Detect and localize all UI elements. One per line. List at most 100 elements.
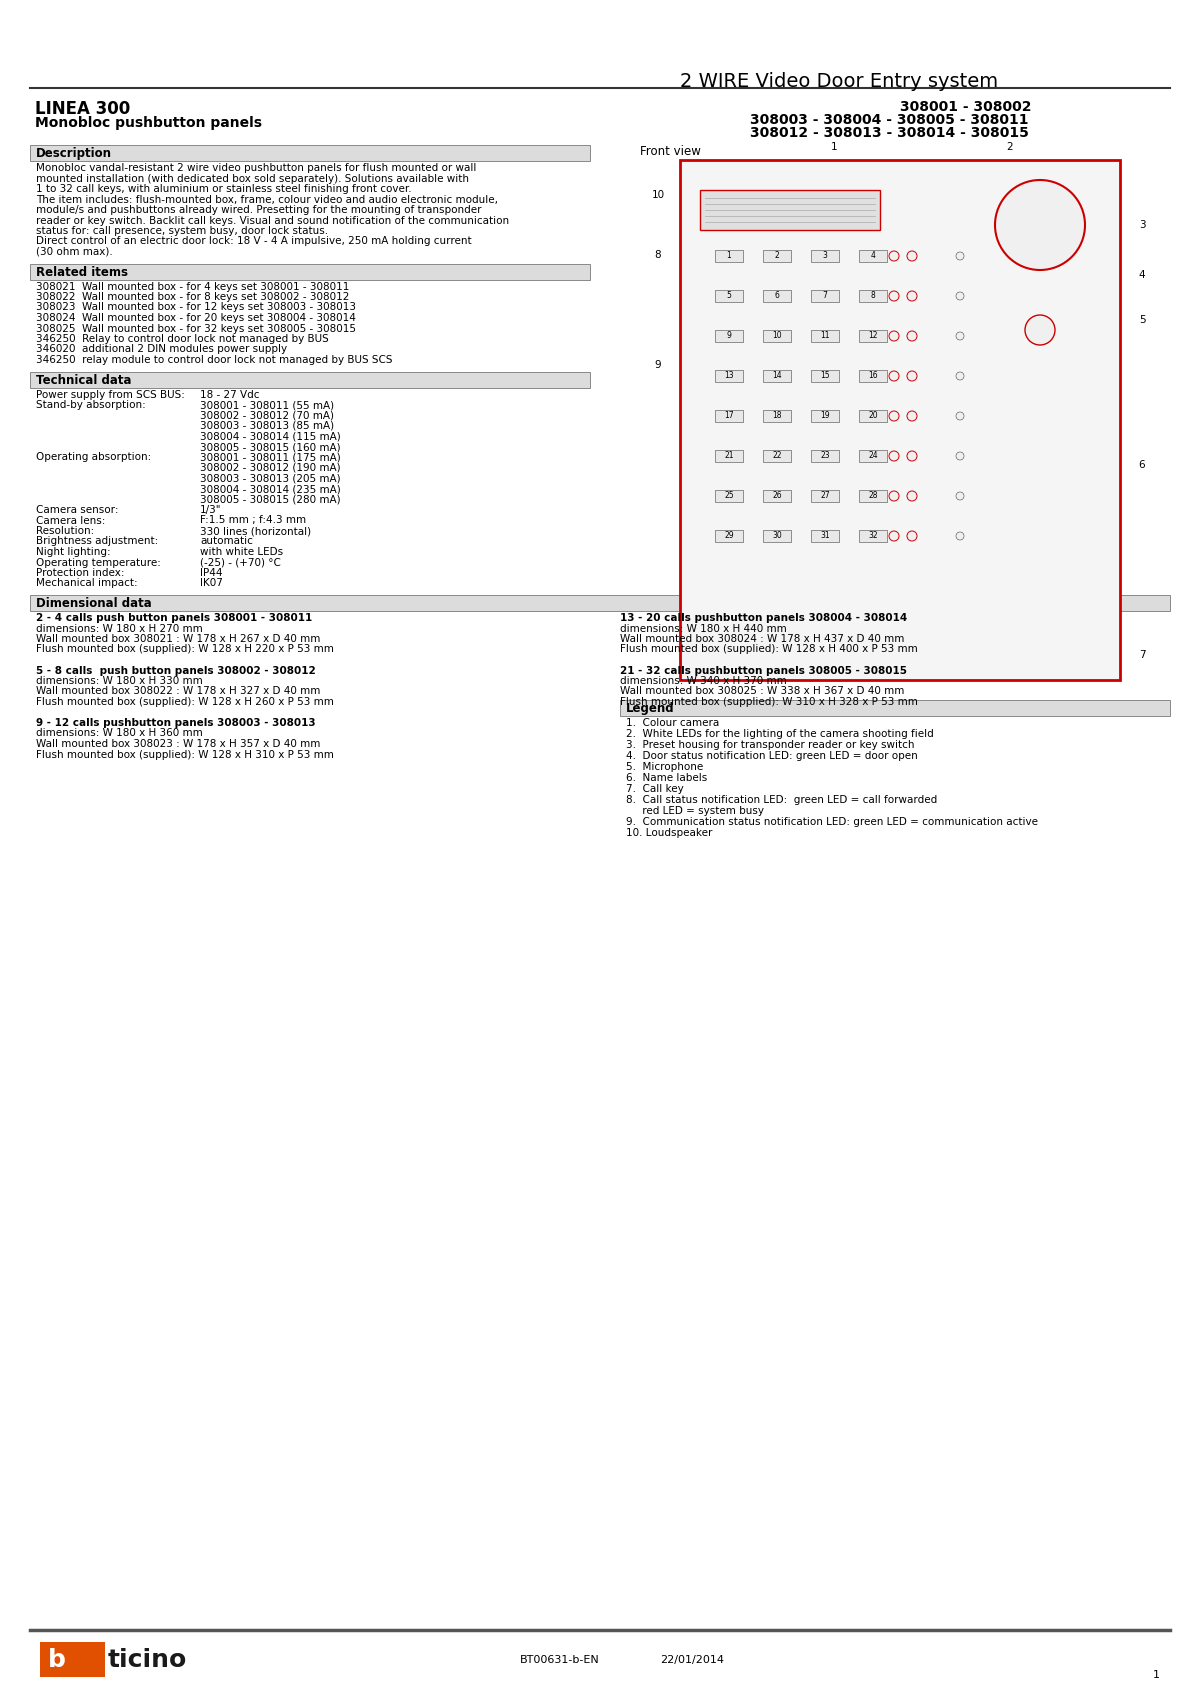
Text: 308002 - 308012 (190 mA): 308002 - 308012 (190 mA) <box>200 463 341 473</box>
Text: Operating absorption:: Operating absorption: <box>36 453 151 463</box>
Text: 308004 - 308014 (235 mA): 308004 - 308014 (235 mA) <box>200 484 341 494</box>
Text: Related items: Related items <box>36 265 128 278</box>
Text: 10: 10 <box>652 190 665 200</box>
Bar <box>763 490 791 502</box>
Text: 29: 29 <box>724 531 734 540</box>
Text: dimensions: W 180 x H 330 mm: dimensions: W 180 x H 330 mm <box>36 675 203 686</box>
Text: status for: call presence, system busy, door lock status.: status for: call presence, system busy, … <box>36 226 328 236</box>
Bar <box>811 411 839 423</box>
Bar <box>763 370 791 382</box>
Bar <box>859 370 887 382</box>
Bar <box>763 290 791 302</box>
Text: Stand-by absorption:: Stand-by absorption: <box>36 400 145 411</box>
Bar <box>811 249 839 261</box>
Text: dimensions: W 180 x H 360 mm: dimensions: W 180 x H 360 mm <box>36 728 203 738</box>
Bar <box>715 370 743 382</box>
Circle shape <box>907 251 917 261</box>
Text: Wall mounted box 308025 : W 338 x H 367 x D 40 mm: Wall mounted box 308025 : W 338 x H 367 … <box>620 687 905 696</box>
Text: 9.  Communication status notification LED: green LED = communication active: 9. Communication status notification LED… <box>626 816 1038 826</box>
Text: 30: 30 <box>772 531 782 540</box>
Text: 25: 25 <box>724 490 734 501</box>
Text: 4: 4 <box>1139 270 1145 280</box>
Text: The item includes: flush-mounted box, frame, colour video and audio electronic m: The item includes: flush-mounted box, fr… <box>36 195 498 205</box>
Text: 4.  Door status notification LED: green LED = door open: 4. Door status notification LED: green L… <box>626 752 918 760</box>
Circle shape <box>889 251 899 261</box>
Bar <box>715 490 743 502</box>
Text: module/s and pushbuttons already wired. Presetting for the mounting of transpond: module/s and pushbuttons already wired. … <box>36 205 481 216</box>
Text: BT00631-b-EN: BT00631-b-EN <box>520 1655 600 1665</box>
Text: 16: 16 <box>868 372 878 380</box>
Text: Protection index:: Protection index: <box>36 568 125 579</box>
Text: 2: 2 <box>1007 143 1013 153</box>
Text: 308001 - 308011 (55 mA): 308001 - 308011 (55 mA) <box>200 400 334 411</box>
Text: Flush mounted box (supplied): W 128 x H 260 x P 53 mm: Flush mounted box (supplied): W 128 x H … <box>36 697 334 708</box>
Bar <box>680 160 1120 680</box>
Text: 12: 12 <box>869 331 877 339</box>
Text: with white LEDs: with white LEDs <box>200 546 283 557</box>
Circle shape <box>907 290 917 300</box>
Text: 346250  Relay to control door lock not managed by BUS: 346250 Relay to control door lock not ma… <box>36 334 329 344</box>
Text: 308001 - 308002: 308001 - 308002 <box>900 100 1032 114</box>
Bar <box>30 144 590 161</box>
Text: b: b <box>48 1648 66 1672</box>
Circle shape <box>889 372 899 382</box>
Circle shape <box>907 411 917 421</box>
Text: 27: 27 <box>820 490 830 501</box>
Text: 1: 1 <box>1153 1670 1160 1680</box>
Text: 7: 7 <box>822 290 828 300</box>
Text: 1: 1 <box>830 143 838 153</box>
Text: 20: 20 <box>868 411 878 419</box>
Text: F:1.5 mm ; f:4.3 mm: F:1.5 mm ; f:4.3 mm <box>200 516 306 526</box>
Text: 7: 7 <box>1139 650 1145 660</box>
Text: 13 - 20 calls pushbutton panels 308004 - 308014: 13 - 20 calls pushbutton panels 308004 -… <box>620 613 907 623</box>
Text: 8.  Call status notification LED:  green LED = call forwarded: 8. Call status notification LED: green L… <box>626 794 937 804</box>
Bar <box>700 190 880 231</box>
Bar <box>715 329 743 343</box>
Circle shape <box>889 290 899 300</box>
Text: 2 WIRE Video Door Entry system: 2 WIRE Video Door Entry system <box>680 71 998 92</box>
Circle shape <box>956 492 964 501</box>
Text: 308021  Wall mounted box - for 4 keys set 308001 - 308011: 308021 Wall mounted box - for 4 keys set… <box>36 282 349 292</box>
Text: 13: 13 <box>724 372 734 380</box>
Text: reader or key switch. Backlit call keys. Visual and sound notification of the co: reader or key switch. Backlit call keys.… <box>36 216 509 226</box>
Text: 22: 22 <box>773 451 781 460</box>
Text: 23: 23 <box>820 451 830 460</box>
Bar <box>620 699 1170 716</box>
Circle shape <box>889 490 899 501</box>
Bar <box>763 529 791 541</box>
Text: Monobloc pushbutton panels: Monobloc pushbutton panels <box>35 115 262 131</box>
Text: 308002 - 308012 (70 mA): 308002 - 308012 (70 mA) <box>200 411 334 421</box>
Text: IP44: IP44 <box>200 568 222 579</box>
Text: Operating temperature:: Operating temperature: <box>36 558 161 567</box>
Text: 2.  White LEDs for the lighting of the camera shooting field: 2. White LEDs for the lighting of the ca… <box>626 730 934 738</box>
Text: 18 - 27 Vdc: 18 - 27 Vdc <box>200 390 259 399</box>
Text: 8: 8 <box>655 249 661 260</box>
Bar <box>859 411 887 423</box>
Text: Flush mounted box (supplied): W 310 x H 328 x P 53 mm: Flush mounted box (supplied): W 310 x H … <box>620 697 918 708</box>
Text: 5 - 8 calls  push button panels 308002 - 308012: 5 - 8 calls push button panels 308002 - … <box>36 665 316 675</box>
Text: 8: 8 <box>871 290 875 300</box>
Text: Wall mounted box 308023 : W 178 x H 357 x D 40 mm: Wall mounted box 308023 : W 178 x H 357 … <box>36 738 320 748</box>
Bar <box>763 411 791 423</box>
Text: Flush mounted box (supplied): W 128 x H 400 x P 53 mm: Flush mounted box (supplied): W 128 x H … <box>620 645 918 655</box>
Circle shape <box>889 411 899 421</box>
Text: 308022  Wall mounted box - for 8 keys set 308002 - 308012: 308022 Wall mounted box - for 8 keys set… <box>36 292 349 302</box>
Text: 308001 - 308011 (175 mA): 308001 - 308011 (175 mA) <box>200 453 341 463</box>
Text: Night lighting:: Night lighting: <box>36 546 110 557</box>
Bar <box>40 1643 106 1677</box>
Text: 3: 3 <box>822 251 828 260</box>
Text: Monobloc vandal-resistant 2 wire video pushbutton panels for flush mounted or wa: Monobloc vandal-resistant 2 wire video p… <box>36 163 476 173</box>
Text: 21 - 32 calls pushbutton panels 308005 - 308015: 21 - 32 calls pushbutton panels 308005 -… <box>620 665 907 675</box>
Text: dimensions: W 180 x H 440 mm: dimensions: W 180 x H 440 mm <box>620 623 787 633</box>
Bar <box>859 450 887 462</box>
Text: 3: 3 <box>1139 221 1145 231</box>
Text: 10. Loudspeaker: 10. Loudspeaker <box>626 828 713 838</box>
Text: mounted installation (with dedicated box sold separately). Solutions available w: mounted installation (with dedicated box… <box>36 173 469 183</box>
Circle shape <box>907 372 917 382</box>
Circle shape <box>1025 316 1055 344</box>
Text: 9 - 12 calls pushbutton panels 308003 - 308013: 9 - 12 calls pushbutton panels 308003 - … <box>36 718 316 728</box>
Text: IK07: IK07 <box>200 579 223 589</box>
Text: Resolution:: Resolution: <box>36 526 95 536</box>
Bar <box>30 372 590 387</box>
Text: 14: 14 <box>772 372 782 380</box>
